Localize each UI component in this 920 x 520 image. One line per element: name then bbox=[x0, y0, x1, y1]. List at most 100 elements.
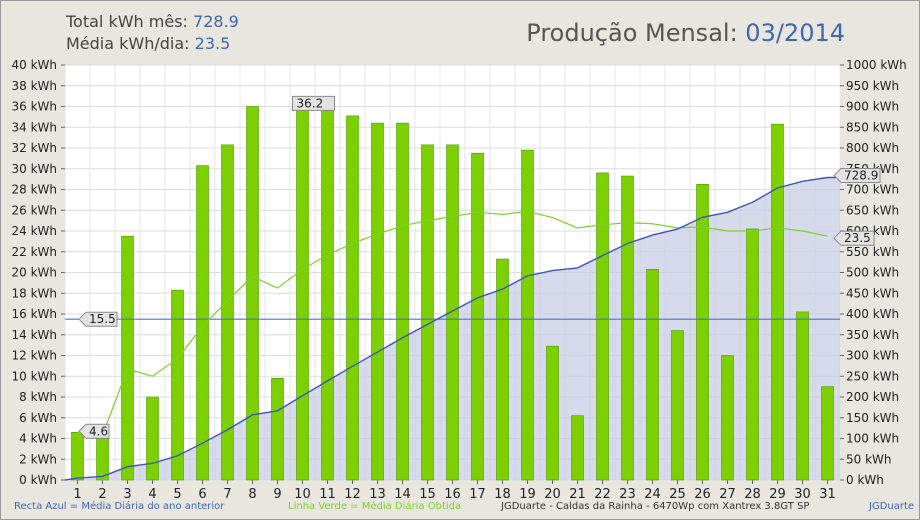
y-right-tick-label: 250 kWh bbox=[846, 369, 899, 383]
bar-day-8 bbox=[246, 106, 259, 481]
y-left-tick-label: 40 kWh bbox=[11, 58, 57, 72]
y-left-tick-label: 18 kWh bbox=[11, 286, 57, 300]
title-value: 03/2014 bbox=[745, 19, 845, 47]
y-left-tick-label: 26 kWh bbox=[11, 203, 57, 217]
callout-first-day-text: 4.6 bbox=[89, 424, 108, 438]
bar-day-18 bbox=[496, 258, 509, 481]
callout-reference-box bbox=[78, 311, 118, 327]
y-right-tick-label: 50 kWh bbox=[846, 452, 892, 466]
callout-total-text: 728.9 bbox=[844, 169, 878, 183]
avg-line: Média kWh/dia: 23.5 bbox=[66, 33, 239, 55]
y-right-tick-label: 700 kWh bbox=[846, 183, 899, 197]
bar-day-26 bbox=[696, 184, 709, 481]
x-tick-label: 28 bbox=[744, 487, 761, 502]
bar-day-20 bbox=[546, 345, 559, 481]
bar-day-14 bbox=[396, 122, 409, 481]
bar-day-28 bbox=[746, 228, 759, 481]
callout-first-day-box bbox=[78, 423, 110, 439]
bar-day-15 bbox=[421, 144, 434, 481]
x-tick-label: 25 bbox=[669, 487, 686, 502]
green-line-legend: Linha Verde = Média Diária Obtida bbox=[288, 501, 462, 512]
callout-average-text: 23.5 bbox=[844, 231, 871, 245]
bar-day-22 bbox=[596, 172, 609, 481]
y-left-tick-label: 14 kWh bbox=[11, 328, 57, 342]
x-tick-label: 16 bbox=[444, 487, 461, 502]
total-value: 728.9 bbox=[193, 12, 239, 31]
y-right-tick-label: 950 kWh bbox=[846, 79, 899, 93]
avg-value: 23.5 bbox=[194, 34, 231, 53]
y-left-tick-label: 24 kWh bbox=[11, 224, 57, 238]
bar-day-1 bbox=[71, 431, 84, 481]
bar-day-10 bbox=[296, 104, 309, 481]
y-right-tick-label: 850 kWh bbox=[846, 120, 899, 134]
cumulative-line bbox=[64, 176, 840, 481]
y-right-tick-label: 800 kWh bbox=[846, 141, 899, 155]
y-right-tick-label: 900 kWh bbox=[846, 100, 899, 114]
x-tick-label: 29 bbox=[769, 487, 786, 502]
page-title: Produção Mensal: 03/2014 bbox=[526, 19, 845, 47]
callout-average-box bbox=[833, 230, 875, 246]
x-tick-label: 13 bbox=[369, 487, 386, 502]
x-tick-label: 15 bbox=[419, 487, 436, 502]
y-right-tick-label: 1000 kWh bbox=[846, 58, 907, 72]
y-left-tick-label: 32 kWh bbox=[11, 141, 57, 155]
y-right-tick-label: 300 kWh bbox=[846, 349, 899, 363]
y-left-tick-label: 10 kWh bbox=[11, 369, 57, 383]
x-tick-label: 1 bbox=[73, 487, 81, 502]
x-tick-label: 22 bbox=[594, 487, 611, 502]
x-tick-label: 11 bbox=[319, 487, 336, 502]
average-line bbox=[77, 210, 828, 437]
bar-day-25 bbox=[671, 330, 684, 481]
y-right-tick-label: 650 kWh bbox=[846, 203, 899, 217]
x-tick-label: 21 bbox=[569, 487, 586, 502]
total-line: Total kWh mês: 728.9 bbox=[66, 11, 239, 33]
bar-day-3 bbox=[121, 235, 134, 481]
x-tick-label: 7 bbox=[223, 487, 231, 502]
bar-day-17 bbox=[471, 152, 484, 481]
bar-day-27 bbox=[721, 355, 734, 481]
bar-day-30 bbox=[796, 311, 809, 481]
y-right-tick-label: 200 kWh bbox=[846, 390, 899, 404]
y-right-tick-label: 550 kWh bbox=[846, 245, 899, 259]
y-left-tick-label: 38 kWh bbox=[11, 79, 57, 93]
y-left-tick-label: 0 kWh bbox=[19, 473, 57, 487]
y-left-tick-label: 6 kWh bbox=[19, 411, 57, 425]
installation-info: JGDuarte - Caldas da Rainha - 6470Wp com… bbox=[501, 501, 810, 512]
total-label: Total kWh mês: bbox=[66, 12, 188, 31]
x-tick-label: 4 bbox=[148, 487, 156, 502]
bar-day-21 bbox=[571, 415, 584, 481]
y-right-tick-label: 450 kWh bbox=[846, 286, 899, 300]
callout-reference-text: 15.5 bbox=[89, 312, 116, 326]
x-tick-label: 6 bbox=[198, 487, 206, 502]
x-tick-label: 20 bbox=[544, 487, 561, 502]
x-tick-label: 24 bbox=[644, 487, 661, 502]
avg-label: Média kWh/dia: bbox=[66, 34, 190, 53]
bar-day-29 bbox=[771, 123, 784, 481]
x-tick-label: 27 bbox=[719, 487, 736, 502]
y-left-tick-label: 36 kWh bbox=[11, 100, 57, 114]
x-tick-label: 5 bbox=[173, 487, 181, 502]
x-tick-label: 31 bbox=[819, 487, 836, 502]
x-tick-label: 19 bbox=[519, 487, 536, 502]
callout-total-box bbox=[833, 168, 881, 184]
bar-day-11 bbox=[321, 108, 334, 481]
y-right-tick-label: 400 kWh bbox=[846, 307, 899, 321]
bar-day-4 bbox=[146, 396, 159, 481]
x-tick-label: 10 bbox=[294, 487, 311, 502]
x-tick-label: 8 bbox=[248, 487, 256, 502]
x-tick-label: 23 bbox=[619, 487, 636, 502]
blue-line-legend: Recta Azul = Média Diária do ano anterio… bbox=[14, 501, 225, 512]
y-right-tick-label: 150 kWh bbox=[846, 411, 899, 425]
credit-label: JGDuarte bbox=[869, 501, 915, 512]
x-tick-label: 12 bbox=[344, 487, 361, 502]
callout-max-text: 36.2 bbox=[297, 96, 324, 110]
bar-day-13 bbox=[371, 122, 384, 481]
y-right-tick-label: 350 kWh bbox=[846, 328, 899, 342]
y-left-tick-label: 2 kWh bbox=[19, 452, 57, 466]
x-tick-label: 14 bbox=[394, 487, 411, 502]
bar-day-2 bbox=[96, 438, 109, 481]
y-right-tick-label: 0 kWh bbox=[846, 473, 884, 487]
y-left-tick-label: 8 kWh bbox=[19, 390, 57, 404]
summary-block: Total kWh mês: 728.9 Média kWh/dia: 23.5 bbox=[66, 11, 239, 55]
